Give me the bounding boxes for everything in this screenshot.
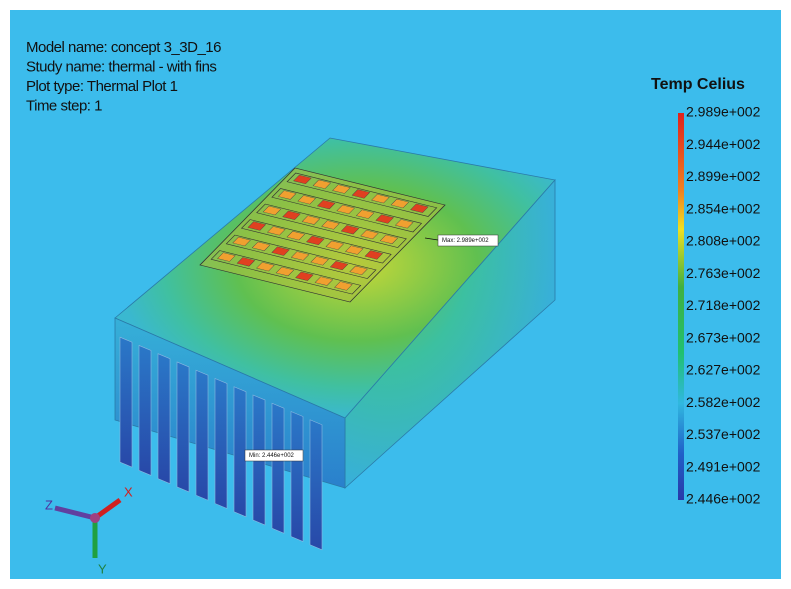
fins bbox=[119, 336, 323, 551]
component bbox=[277, 190, 297, 200]
component bbox=[301, 215, 321, 225]
fin-slot bbox=[176, 361, 190, 493]
legend-title: Temp Celius bbox=[651, 76, 745, 93]
board bbox=[199, 167, 446, 303]
x-label: X bbox=[124, 484, 133, 499]
fin-slot bbox=[157, 353, 171, 485]
legend-bar bbox=[678, 113, 684, 500]
component bbox=[295, 271, 314, 281]
legend-label: 2.582e+002 bbox=[686, 394, 761, 410]
info-line: Study name: thermal - with fins bbox=[26, 58, 216, 75]
fin-slot bbox=[309, 419, 323, 551]
legend-label: 2.854e+002 bbox=[686, 200, 761, 216]
component bbox=[390, 198, 410, 209]
component bbox=[379, 234, 399, 244]
front-face bbox=[114, 317, 346, 489]
legend-label: 2.673e+002 bbox=[686, 329, 761, 345]
legend-label: 2.446e+002 bbox=[686, 491, 761, 507]
component bbox=[375, 214, 394, 224]
component bbox=[316, 200, 336, 210]
component bbox=[360, 229, 379, 240]
component bbox=[312, 179, 332, 189]
legend-label: 2.763e+002 bbox=[686, 265, 761, 281]
component bbox=[247, 221, 267, 231]
legend-label: 2.944e+002 bbox=[686, 136, 761, 152]
fin-slot bbox=[119, 336, 133, 468]
component bbox=[349, 265, 368, 275]
component bbox=[251, 241, 271, 251]
component bbox=[410, 203, 429, 213]
component bbox=[394, 219, 414, 229]
component bbox=[256, 262, 275, 272]
trace bbox=[240, 219, 392, 264]
fin-slot bbox=[138, 344, 152, 476]
component bbox=[329, 260, 349, 271]
component bbox=[293, 174, 312, 185]
component bbox=[310, 256, 329, 266]
component bbox=[340, 225, 360, 235]
component bbox=[351, 189, 371, 199]
component bbox=[355, 209, 375, 219]
trace bbox=[286, 172, 438, 217]
component bbox=[271, 246, 290, 256]
min-label: Min: 2.446e+002 bbox=[249, 453, 295, 459]
component bbox=[306, 235, 325, 246]
component bbox=[364, 250, 384, 260]
component bbox=[345, 245, 364, 255]
legend-label: 2.627e+002 bbox=[686, 362, 761, 378]
component bbox=[297, 195, 316, 205]
component bbox=[217, 252, 236, 262]
info-line: Plot type: Thermal Plot 1 bbox=[26, 78, 178, 95]
info-line: Model name: concept 3_3D_16 bbox=[26, 39, 221, 56]
min-probe: Min: 2.446e+002 bbox=[244, 449, 304, 462]
component bbox=[290, 251, 310, 261]
component bbox=[325, 240, 345, 250]
component bbox=[336, 204, 355, 215]
component bbox=[371, 194, 390, 204]
fin-slot bbox=[214, 378, 228, 509]
component bbox=[332, 184, 351, 194]
axis-triad: Z X Y bbox=[45, 484, 133, 576]
component bbox=[232, 236, 251, 247]
component bbox=[236, 257, 256, 267]
legend-label: 2.899e+002 bbox=[686, 168, 761, 184]
component bbox=[321, 220, 340, 230]
trace bbox=[271, 188, 423, 233]
component bbox=[262, 205, 282, 216]
fin-slot bbox=[290, 411, 304, 542]
component bbox=[314, 276, 334, 286]
component bbox=[286, 231, 306, 241]
legend-label: 2.989e+002 bbox=[686, 104, 761, 120]
trace bbox=[225, 234, 377, 279]
y-label: Y bbox=[98, 561, 107, 576]
trace bbox=[256, 203, 407, 248]
fin-slot bbox=[271, 402, 285, 534]
fin-slot bbox=[195, 369, 209, 501]
z-label: Z bbox=[45, 497, 53, 512]
info-line: Time step: 1 bbox=[26, 97, 102, 114]
legend-label: 2.718e+002 bbox=[686, 297, 761, 313]
info-block: Model name: concept 3_3D_16 Study name: t… bbox=[26, 39, 222, 115]
legend-label: 2.808e+002 bbox=[686, 233, 761, 249]
component bbox=[334, 281, 353, 291]
trace bbox=[210, 250, 362, 295]
legend-labels: 2.989e+002 2.944e+002 2.899e+002 2.854e+002… bbox=[686, 104, 761, 507]
component bbox=[282, 210, 301, 220]
component bbox=[267, 226, 286, 236]
component bbox=[275, 266, 295, 277]
fin-slot bbox=[233, 386, 247, 518]
legend-label: 2.491e+002 bbox=[686, 458, 761, 474]
max-label: Max: 2.989e+002 bbox=[442, 238, 489, 244]
max-probe: Max: 2.989e+002 bbox=[424, 234, 499, 247]
legend-label: 2.537e+002 bbox=[686, 426, 761, 442]
